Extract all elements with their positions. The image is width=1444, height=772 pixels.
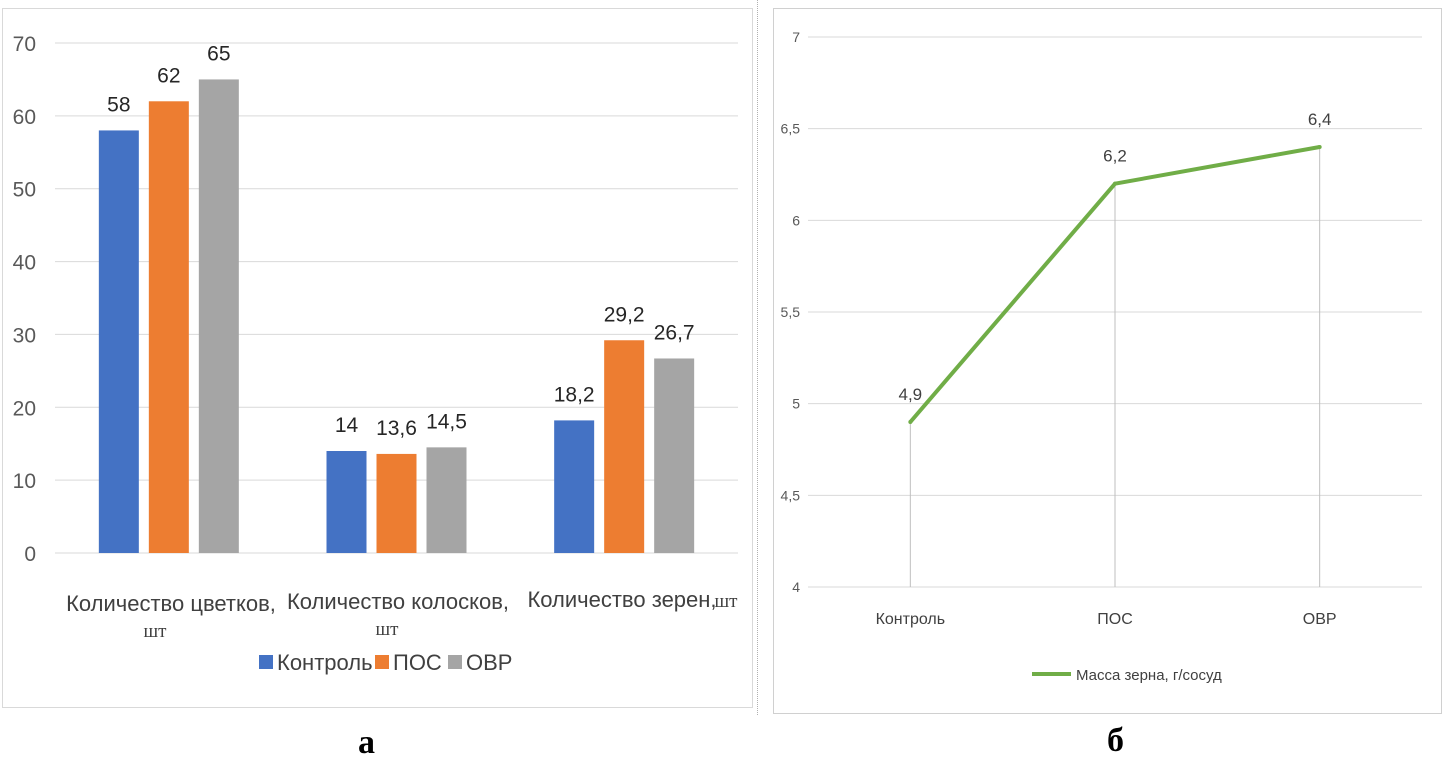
category-unit-label: шт (376, 619, 400, 640)
y-tick-label: 0 (24, 543, 36, 566)
data-label: 18,2 (554, 383, 595, 406)
category-label: Количество зерен, (527, 587, 716, 612)
y-tick-label: 70 (13, 33, 36, 56)
y-tick-label: 30 (13, 324, 36, 347)
bar-chart: 0 10 20 30 40 50 60 70 58 62 65 14 13,6 14,5 18,2 29,2 2… (13, 33, 739, 675)
data-label: 62 (157, 64, 180, 87)
y-tick-label: 20 (13, 397, 36, 420)
y-tick-label: 5,5 (781, 304, 801, 320)
legend-swatch (259, 655, 273, 669)
caption-a: а (358, 724, 375, 761)
bar (426, 447, 467, 553)
category-label: Количество цветков, (66, 591, 276, 616)
y-tick-label: 50 (13, 179, 36, 202)
legend-swatch (448, 655, 462, 669)
y-tick-label: 40 (13, 252, 36, 275)
legend-label: ПОС (393, 650, 442, 675)
legend-label: ОВР (466, 650, 512, 675)
data-point (1317, 145, 1322, 149)
data-label: 14,5 (426, 410, 467, 433)
y-tick-label: 6,5 (781, 121, 801, 137)
category-unit-label: шт (715, 591, 739, 612)
category-label: Количество колосков, (287, 589, 509, 614)
panel-divider (757, 0, 758, 715)
legend-label: Масса зерна, г/сосуд (1076, 667, 1222, 684)
y-tick-label: 7 (792, 29, 800, 45)
legend-label: Контроль (277, 650, 373, 675)
data-point (1113, 181, 1117, 186)
bar (98, 130, 139, 553)
y-tick-label: 5 (792, 396, 800, 412)
line-chart-panel: 4 4,5 5 5,5 6 6,5 7 Контроль ПОС ОВР 4,9 6,2 6,4 Масс… (773, 8, 1442, 714)
data-label: 26,7 (654, 321, 695, 344)
y-tick-label: 60 (13, 106, 36, 129)
y-tick-label: 6 (792, 212, 800, 228)
caption-b: б (1107, 722, 1124, 759)
y-tick-label: 4,5 (781, 487, 801, 503)
line-chart: 4 4,5 5 5,5 6 6,5 7 Контроль ПОС ОВР 4,9 6,2 6,4 Масс… (781, 29, 1422, 684)
data-point (908, 420, 913, 424)
y-tick-label: 4 (792, 579, 800, 595)
bar (198, 79, 239, 553)
data-label: 65 (207, 42, 230, 65)
category-label: ПОС (1097, 611, 1133, 628)
data-label: 6,2 (1103, 147, 1127, 166)
bar (554, 420, 595, 553)
y-tick-label: 10 (13, 470, 36, 493)
data-label: 58 (107, 93, 130, 116)
data-label: 4,9 (899, 385, 923, 404)
data-label: 6,4 (1308, 110, 1332, 129)
bar (376, 453, 417, 553)
category-unit-label: шт (144, 621, 168, 642)
bar (148, 101, 189, 554)
data-label: 13,6 (376, 417, 417, 440)
bar (326, 451, 367, 553)
data-label: 29,2 (604, 303, 645, 326)
bar (654, 358, 695, 553)
category-label: ОВР (1303, 611, 1337, 628)
category-label: Контроль (876, 611, 946, 628)
data-label: 14 (335, 414, 359, 437)
legend-swatch (375, 655, 389, 669)
bar (604, 340, 645, 553)
bar-chart-panel: 0 10 20 30 40 50 60 70 58 62 65 14 13,6 14,5 18,2 29,2 2… (2, 8, 753, 708)
